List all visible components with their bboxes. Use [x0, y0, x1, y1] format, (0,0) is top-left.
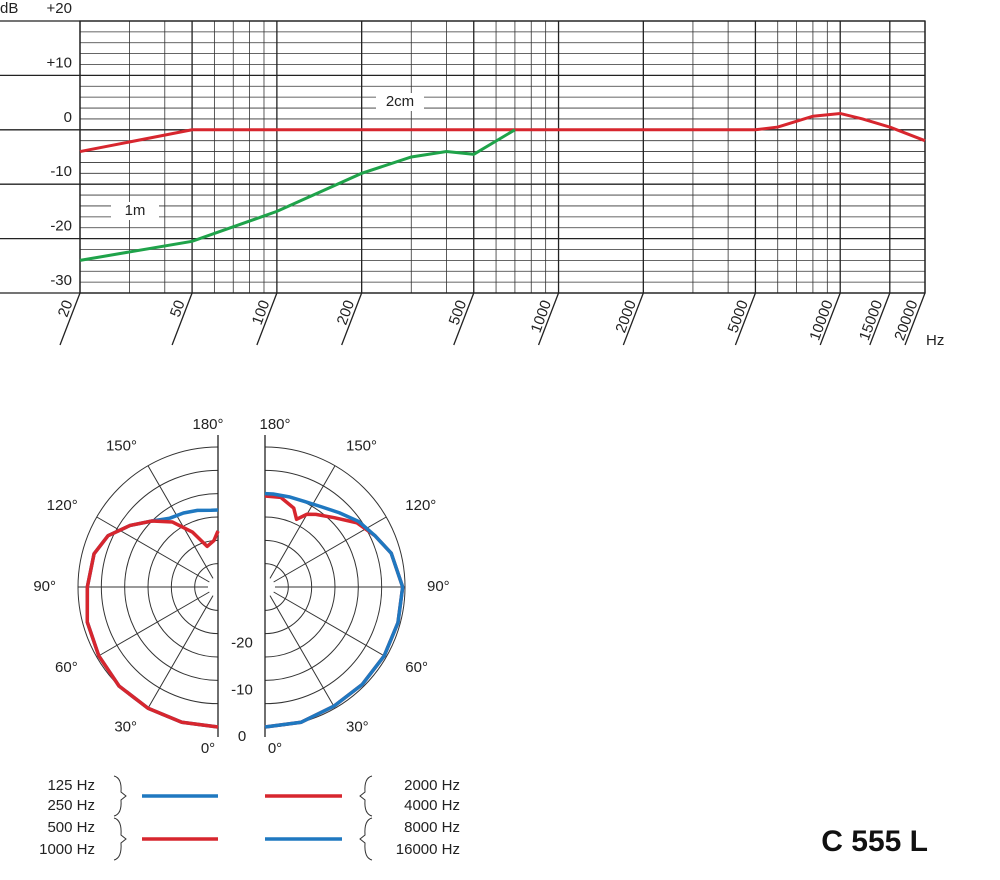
y-tick-label: +10	[47, 54, 72, 71]
theta-tick-label: 0°	[201, 740, 215, 757]
theta-tick-label: 30°	[346, 718, 369, 735]
spoke	[147, 465, 214, 579]
label-background	[376, 93, 424, 111]
x-axis-label: Hz	[926, 332, 944, 349]
spoke	[269, 595, 336, 709]
legend-brace	[359, 817, 373, 861]
spoke	[96, 591, 210, 658]
y-tick-label: -30	[50, 272, 72, 289]
tick-mark	[453, 292, 475, 346]
r-tick-label: 0	[238, 728, 246, 745]
x-tick-label: 100	[249, 298, 274, 327]
polar-curve	[85, 508, 219, 729]
spoke	[147, 595, 214, 709]
y-tick-label: +20	[47, 0, 72, 17]
legend-label: 500 Hz	[47, 819, 95, 836]
legend-brace	[113, 817, 127, 861]
theta-tick-label: 180°	[192, 416, 223, 433]
tick-mark	[904, 292, 926, 346]
polar-curve	[264, 494, 405, 729]
label-background	[111, 202, 159, 220]
x-tick-label: 20000	[891, 298, 921, 343]
polar-curve	[85, 519, 220, 729]
response-curve	[79, 128, 516, 262]
spoke	[96, 516, 210, 583]
x-tick-label: 500	[446, 298, 471, 327]
legend-label: 16000 Hz	[396, 841, 460, 858]
theta-tick-label: 90°	[33, 578, 56, 595]
x-tick-label: 2000	[612, 298, 639, 335]
theta-tick-label: 0°	[268, 740, 282, 757]
y-tick-label: 0	[64, 109, 72, 126]
tick-mark	[256, 292, 278, 346]
legend-label: 1000 Hz	[39, 841, 95, 858]
tick-mark	[537, 292, 560, 346]
y-tick-label: -20	[50, 218, 72, 235]
theta-tick-label: 120°	[47, 497, 78, 514]
spoke	[269, 465, 336, 579]
spoke	[273, 591, 387, 658]
polar-plot: 0° 30° 60° 90° 120° 150° 180° 0° 30° 60° 90° 120° 15…	[33, 416, 460, 861]
legend-label: 2000 Hz	[404, 777, 460, 794]
series-label: 2cm	[386, 93, 414, 110]
response-curve	[79, 111, 926, 154]
y-tick-label: -10	[50, 163, 72, 180]
x-tick-label: 1000	[528, 298, 555, 335]
tick-mark	[819, 292, 841, 346]
theta-tick-label: 120°	[405, 497, 436, 514]
theta-tick-label: 90°	[427, 578, 450, 595]
legend-brace	[359, 775, 373, 817]
tick-mark	[734, 292, 757, 346]
freq-plot: +20 +10 0 -10 -20 -30 20 50 100 200 500 1000 2000 500…	[0, 0, 926, 346]
theta-tick-label: 60°	[55, 659, 78, 676]
x-tick-label: 20	[55, 298, 77, 319]
legend-label: 250 Hz	[47, 797, 95, 814]
tick-mark	[59, 292, 81, 346]
theta-tick-label: 180°	[259, 416, 290, 433]
model-name: C 555 L	[821, 825, 928, 858]
plot-frame	[79, 20, 926, 294]
theta-tick-label: 150°	[346, 438, 377, 455]
tick-mark	[171, 292, 193, 346]
x-tick-label: 15000	[856, 298, 886, 343]
polar-curve	[264, 491, 405, 729]
legend-label: 125 Hz	[47, 777, 95, 794]
theta-tick-label: 60°	[405, 659, 428, 676]
series-label: 1m	[125, 202, 146, 219]
x-tick-label: 50	[167, 298, 189, 319]
x-tick-label: 5000	[725, 298, 752, 335]
legend-label: 8000 Hz	[404, 819, 460, 836]
r-tick-label: -20	[231, 635, 253, 652]
y-axis-label: dB	[0, 0, 18, 17]
tick-mark	[869, 292, 891, 346]
tick-mark	[622, 292, 644, 346]
x-tick-label: 10000	[806, 298, 836, 343]
legend-label: 4000 Hz	[404, 797, 460, 814]
tick-mark	[341, 292, 363, 346]
r-tick-label: -10	[231, 681, 253, 698]
theta-tick-label: 30°	[114, 718, 137, 735]
theta-tick-label: 150°	[106, 438, 137, 455]
spoke	[273, 516, 387, 583]
x-tick-label: 200	[334, 298, 359, 327]
legend-brace	[113, 775, 127, 817]
